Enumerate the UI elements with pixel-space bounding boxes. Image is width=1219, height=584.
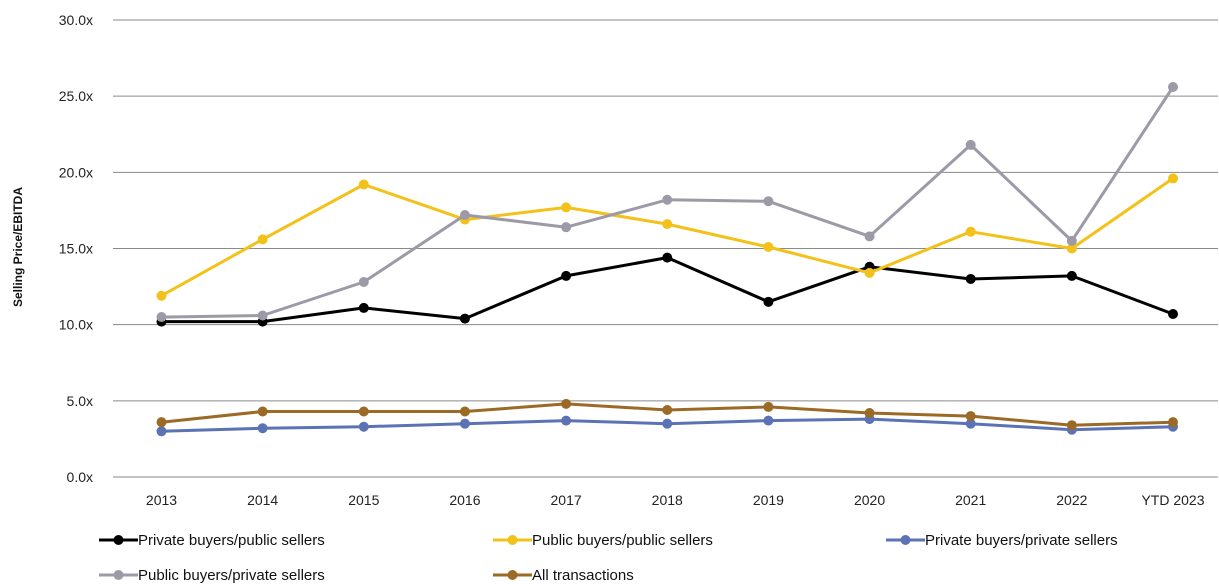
- legend-item: Private buyers/public sellers: [99, 532, 325, 549]
- data-point: [965, 418, 976, 429]
- legend-swatch-marker: [113, 535, 124, 545]
- y-tick-label: 30.0x: [59, 12, 93, 28]
- data-point: [156, 417, 167, 428]
- data-point: [763, 241, 774, 252]
- data-point: [1066, 243, 1077, 254]
- y-tick-label: 10.0x: [59, 317, 93, 333]
- data-point: [662, 252, 673, 263]
- x-tick-label: 2013: [146, 492, 177, 508]
- y-axis-ticks: 0.0x 5.0x 10.0x 15.0x 20.0x 25.0x 30.0x: [59, 12, 93, 485]
- data-point: [1066, 420, 1077, 431]
- series-4: [156, 82, 1178, 323]
- y-tick-label: 0.0x: [67, 469, 93, 485]
- data-point: [257, 406, 268, 417]
- data-point: [864, 267, 875, 278]
- legend-label: Public buyers/private sellers: [138, 567, 325, 584]
- data-point: [763, 296, 774, 307]
- data-point: [561, 415, 572, 426]
- data-point: [1168, 417, 1178, 428]
- data-point: [561, 270, 572, 281]
- legend-label: Private buyers/public sellers: [138, 532, 325, 549]
- data-point: [662, 219, 673, 230]
- data-point: [358, 421, 369, 432]
- legend-item: Private buyers/private sellers: [886, 532, 1118, 549]
- y-axis-title: Selling Price/EBITDA: [11, 187, 25, 307]
- x-tick-label: YTD 2023: [1141, 492, 1204, 508]
- data-point: [358, 406, 369, 417]
- data-point: [965, 226, 976, 237]
- data-point: [358, 179, 369, 190]
- legend-item: Public buyers/private sellers: [99, 567, 325, 584]
- x-axis-ticks: 2013 2014 2015 2016 2017 2018 2019 2020 2021 2022…: [146, 492, 1205, 508]
- data-point: [864, 231, 875, 242]
- data-point: [257, 234, 268, 245]
- series-5: [156, 398, 1178, 431]
- legend-swatch-marker: [507, 535, 518, 545]
- y-tick-label: 20.0x: [59, 164, 93, 180]
- data-point: [965, 411, 976, 422]
- data-point: [257, 423, 268, 434]
- data-point: [1168, 309, 1178, 320]
- series-line: [160, 256, 1175, 324]
- series-layer: [156, 82, 1178, 437]
- data-point: [763, 196, 774, 207]
- data-point: [1066, 235, 1077, 246]
- data-point: [662, 418, 673, 429]
- series-3: [156, 414, 1178, 437]
- series-2: [156, 173, 1178, 301]
- data-point: [1168, 173, 1178, 184]
- data-point: [1066, 270, 1077, 281]
- x-tick-label: 2016: [449, 492, 480, 508]
- legend: Private buyers/public sellers Public buye…: [99, 532, 1118, 584]
- data-point: [561, 222, 572, 233]
- data-point: [459, 406, 470, 417]
- data-point: [763, 401, 774, 412]
- x-tick-label: 2015: [348, 492, 379, 508]
- data-point: [156, 312, 167, 323]
- legend-swatch-marker: [507, 570, 518, 580]
- data-point: [358, 277, 369, 288]
- data-point: [561, 202, 572, 213]
- gridlines: [113, 19, 1218, 478]
- y-tick-label: 15.0x: [59, 241, 93, 257]
- x-tick-label: 2018: [652, 492, 683, 508]
- x-tick-label: 2021: [955, 492, 986, 508]
- data-point: [763, 415, 774, 426]
- legend-label: Public buyers/public sellers: [532, 532, 713, 549]
- data-point: [459, 313, 470, 324]
- x-tick-label: 2017: [551, 492, 582, 508]
- data-point: [965, 273, 976, 284]
- data-point: [459, 209, 470, 220]
- x-tick-label: 2014: [247, 492, 278, 508]
- y-tick-label: 5.0x: [67, 393, 93, 409]
- data-point: [662, 404, 673, 415]
- y-tick-label: 25.0x: [59, 88, 93, 104]
- data-point: [561, 398, 572, 409]
- legend-item: Public buyers/public sellers: [493, 532, 713, 549]
- data-point: [965, 139, 976, 150]
- legend-swatch-marker: [900, 535, 911, 545]
- legend-swatch-marker: [113, 570, 124, 580]
- x-tick-label: 2019: [753, 492, 784, 508]
- data-point: [1168, 82, 1178, 93]
- data-point: [662, 194, 673, 205]
- data-point: [358, 302, 369, 313]
- x-tick-label: 2020: [854, 492, 885, 508]
- data-point: [459, 418, 470, 429]
- series-1: [156, 252, 1178, 327]
- legend-item: All transactions: [493, 567, 634, 584]
- data-point: [156, 426, 167, 437]
- x-tick-label: 2022: [1056, 492, 1087, 508]
- legend-label: Private buyers/private sellers: [925, 532, 1118, 549]
- data-point: [864, 408, 875, 419]
- data-point: [156, 290, 167, 301]
- legend-label: All transactions: [532, 567, 634, 584]
- data-point: [257, 310, 268, 321]
